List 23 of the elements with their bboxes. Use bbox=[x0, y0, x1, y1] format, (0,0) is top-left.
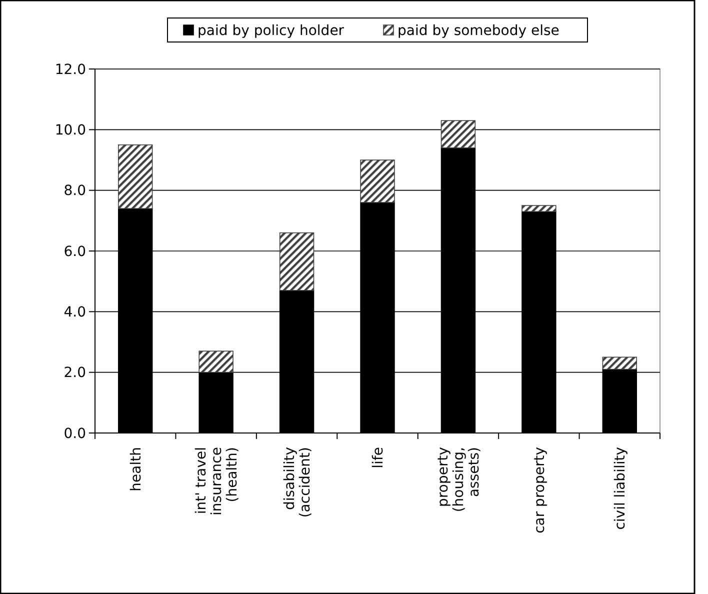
x-tick-label: health bbox=[128, 447, 144, 492]
bar bbox=[440, 120, 476, 148]
y-tick-label: 8.0 bbox=[64, 183, 86, 200]
y-tick-label: 6.0 bbox=[64, 244, 86, 260]
legend-label: paid by somebody else bbox=[398, 22, 560, 39]
y-tick-label: 4.0 bbox=[64, 304, 86, 321]
bar bbox=[279, 232, 314, 291]
x-tick-label: life bbox=[370, 447, 386, 468]
x-tick-label: disability (accident) bbox=[282, 447, 314, 518]
bar bbox=[360, 160, 395, 203]
legend-label: paid by policy holder bbox=[198, 22, 344, 39]
bar bbox=[522, 205, 556, 212]
x-tick-label: property (housing, assets) bbox=[436, 447, 483, 512]
bar bbox=[118, 144, 153, 209]
bar bbox=[602, 356, 637, 370]
x-tick-label: civil liability bbox=[612, 447, 629, 530]
y-tick-label: 2.0 bbox=[64, 365, 86, 382]
bar bbox=[198, 350, 234, 373]
x-tick-label: int' travel insurance (health) bbox=[194, 447, 240, 516]
x-tick-label: car property bbox=[532, 447, 548, 534]
y-tick-label: 10.0 bbox=[54, 122, 86, 139]
y-tick-label: 12.0 bbox=[54, 62, 86, 78]
y-tick-label: 0.0 bbox=[64, 426, 86, 442]
